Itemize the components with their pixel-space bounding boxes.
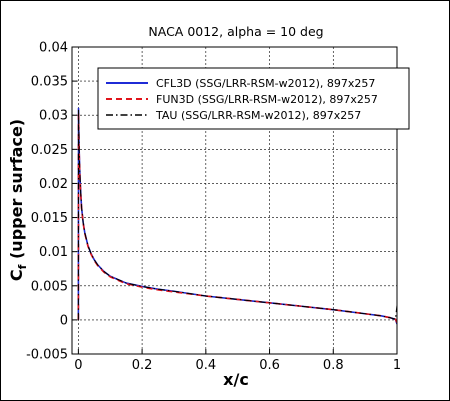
series-line-fun3d (77, 111, 397, 323)
legend-label-tau: TAU (SSG/LRR-RSM-w2012), 897x257 (155, 109, 361, 122)
x-tick-label: 0.2 (132, 358, 153, 373)
y-axis-title-rest: (upper surface) (7, 119, 26, 265)
legend-label-fun3d: FUN3D (SSG/LRR-RSM-w2012), 897x257 (156, 93, 378, 106)
x-axis: 0 0.2 0.4 0.6 0.8 1 (74, 349, 401, 373)
y-tick-label: 0.005 (31, 279, 68, 294)
y-tick-label: 0.035 (31, 75, 68, 90)
x-axis-title: x/c (223, 370, 249, 389)
y-axis-title-main: C (7, 269, 26, 281)
x-tick-label: 0.4 (195, 358, 216, 373)
series-line-cfl3d (77, 107, 397, 325)
x-tick-label: 0 (74, 358, 82, 373)
y-axis-title: Cf (upper surface) (7, 119, 29, 281)
y-tick-label: 0.025 (31, 143, 68, 158)
y-tick-label: 0 (60, 313, 68, 328)
x-tick-label: 0.8 (323, 358, 344, 373)
y-tick-label: 0.015 (31, 211, 68, 226)
y-tick-label: 0.02 (39, 177, 68, 192)
x-tick-label: 0.6 (259, 358, 280, 373)
legend-box (97, 67, 410, 130)
legend-label-cfl3d: CFL3D (SSG/LRR-RSM-w2012), 897x257 (156, 77, 375, 90)
legend: CFL3D (SSG/LRR-RSM-w2012), 897x257 FUN3D … (97, 67, 410, 130)
series-line-tau (77, 109, 397, 320)
y-tick-label: 0.01 (39, 245, 68, 260)
x-tick-label: 1 (393, 358, 401, 373)
y-axis: -0.005 0 0.005 0.01 0.015 0.02 0.025 0.03 0.035 0… (26, 41, 77, 363)
y-tick-label: -0.005 (26, 348, 68, 363)
y-tick-label: 0.04 (39, 41, 68, 56)
y-tick-label: 0.03 (39, 109, 68, 124)
series-lines (77, 107, 397, 325)
plot-border (71, 46, 398, 355)
y-axis-title-sub: f (16, 264, 29, 269)
chart-title: NACA 0012, alpha = 10 deg (148, 24, 323, 39)
